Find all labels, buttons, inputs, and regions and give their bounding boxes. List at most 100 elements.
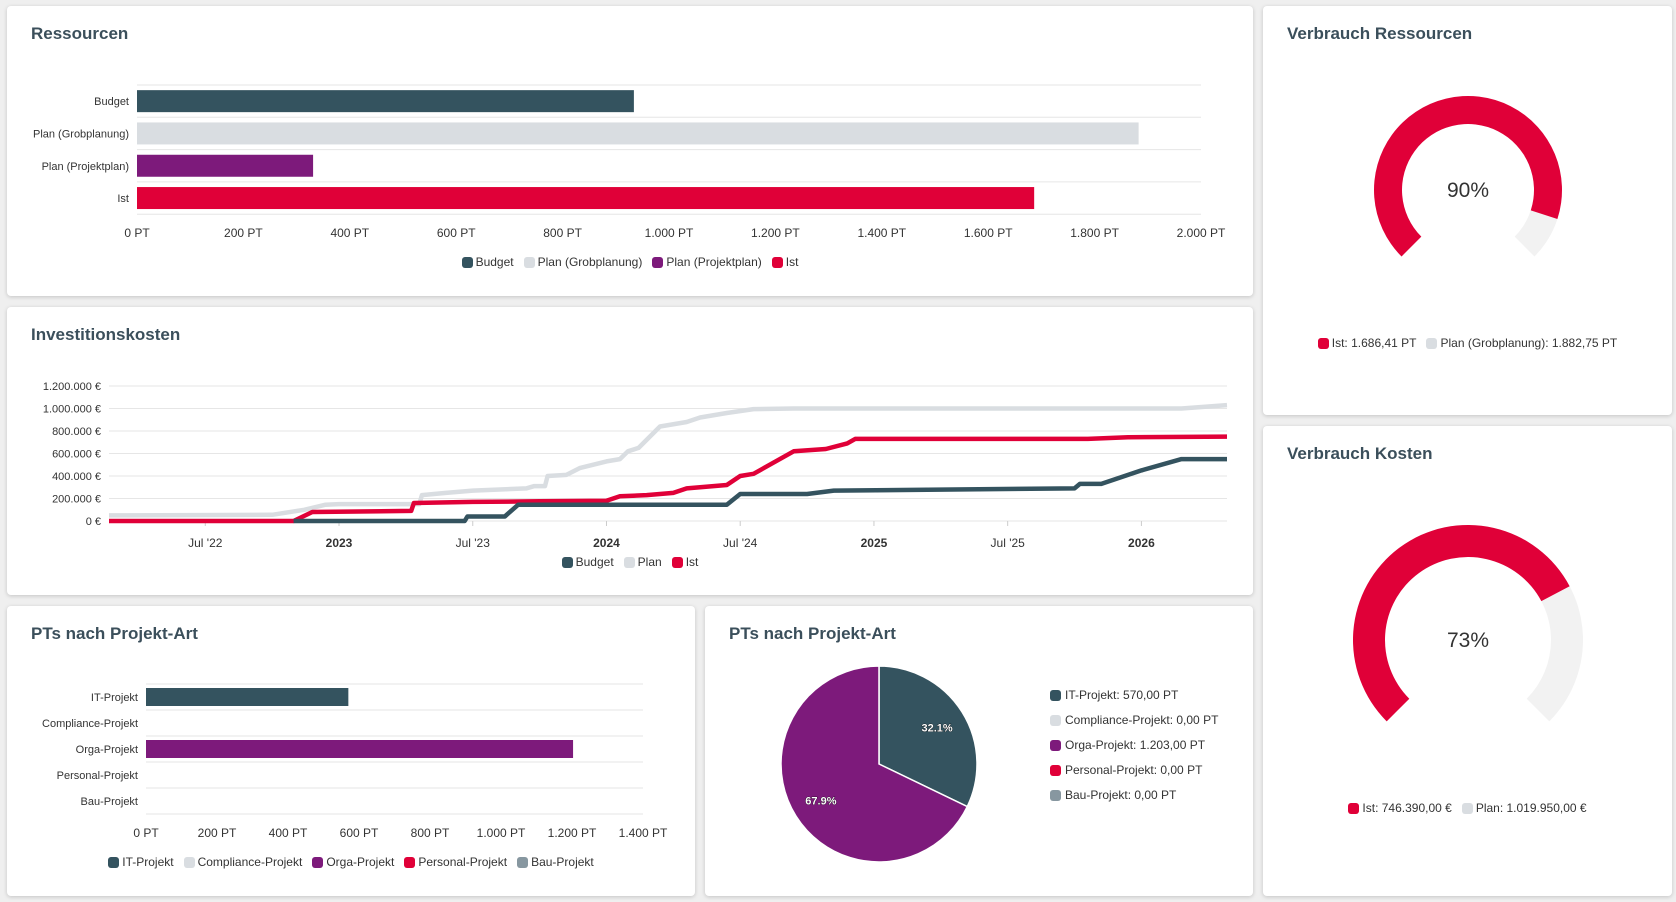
legend-swatch [183, 856, 195, 868]
ressourcen-card: Ressourcen 0 PT 200 PT 400 PT 600 PT 800 PT 1… [7, 6, 1253, 296]
card-title: Ressourcen [31, 24, 129, 43]
legend-item-budget[interactable]: Budget [461, 255, 514, 269]
legend-swatch [1050, 689, 1061, 701]
chart-legend: Budget Plan (Grobplanung) Plan (Projektp… [7, 255, 1253, 269]
legend-swatch [404, 856, 416, 868]
legend-item-plan-projektplan[interactable]: Plan (Projektplan) [652, 255, 762, 269]
x-tick-label: 800 PT [411, 826, 450, 840]
legend-swatch [1348, 802, 1360, 814]
legend-swatch [561, 556, 573, 568]
x-tick-label: Jul '23 [456, 536, 491, 550]
legend-swatch [671, 556, 683, 568]
category-label: Plan (Grobplanung) [33, 128, 129, 140]
bar-ist [137, 187, 1035, 210]
legend-item-plan-grobplanung[interactable]: Plan (Grobplanung) [523, 255, 643, 269]
legend-item-plan[interactable]: Plan [623, 555, 662, 569]
x-tick-label: 2024 [593, 536, 620, 550]
gauge-value: 73% [1447, 629, 1489, 652]
category-label: Personal-Projekt [57, 770, 138, 782]
legend-label: Orga-Projekt [326, 855, 395, 869]
legend-swatch [1050, 714, 1061, 726]
legend-item-ist[interactable]: Ist: 746.390,00 € [1348, 801, 1452, 815]
legend-item-compliance-projekt[interactable]: Compliance-Projekt: 0,00 PT [1050, 713, 1218, 727]
legend-item-bau-projekt[interactable]: Bau-Projekt: 0,00 PT [1050, 788, 1176, 802]
verbrauch-kosten-gauge: 73% [1353, 524, 1583, 722]
card-title: PTs nach Projekt-Art [729, 624, 896, 643]
x-tick-label: 200 PT [224, 226, 263, 240]
gauge-legend: Ist: 746.390,00 € Plan: 1.019.950,00 € [1263, 801, 1672, 815]
category-label: Orga-Projekt [76, 744, 138, 756]
legend-swatch [1050, 739, 1061, 751]
verbrauch-kosten-card: Verbrauch Kosten 73% Ist: 746.390,00 € P… [1263, 426, 1672, 896]
legend-label: Plan (Grobplanung) [537, 255, 643, 269]
y-tick-label: 600.000 € [52, 449, 101, 461]
category-label: Ist [117, 193, 129, 205]
category-label: Bau-Projekt [81, 796, 138, 808]
legend-swatch [652, 256, 664, 268]
x-tick-label: 600 PT [340, 826, 379, 840]
legend-label: Plan (Grobplanung): 1.882,75 PT [1440, 336, 1618, 350]
pie-slice-orga-projekt [780, 665, 969, 863]
legend-item-plan[interactable]: Plan (Grobplanung): 1.882,75 PT [1426, 336, 1617, 350]
y-tick-label: 1.200.000 € [43, 381, 101, 393]
x-tick-label: 0 PT [133, 826, 159, 840]
x-tick-label: 1.400 PT [619, 826, 668, 840]
legend-item-orga-projekt[interactable]: Orga-Projekt [312, 855, 394, 869]
x-tick-label: 1.600 PT [964, 226, 1013, 240]
legend-item-compliance-projekt[interactable]: Compliance-Projekt [183, 855, 303, 869]
card-title: PTs nach Projekt-Art [31, 624, 198, 643]
x-tick-label: 2023 [326, 536, 353, 550]
pie-slice-it-projekt [878, 665, 978, 808]
x-tick-label: 1.000 PT [477, 826, 526, 840]
pts-projekt-art-pie-chart: 32.1% 67.9% [780, 665, 978, 863]
legend-item-bau-projekt[interactable]: Bau-Projekt [517, 855, 594, 869]
legend-swatch [1050, 789, 1061, 801]
legend-item-ist[interactable]: Ist [771, 255, 799, 269]
x-tick-label: 200 PT [198, 826, 237, 840]
card-title: Investitionskosten [31, 325, 181, 344]
chart-legend: Budget Plan Ist [7, 555, 1253, 569]
legend-swatch [623, 556, 635, 568]
legend-label: Plan (Projektplan) [666, 255, 762, 269]
x-tick-label: Jul '22 [188, 536, 223, 550]
legend-label: Plan [637, 555, 662, 569]
series-line-budget [293, 456, 1227, 524]
legend-label: Personal-Projekt: 0,00 PT [1065, 763, 1203, 777]
legend-label: Ist [785, 255, 799, 269]
category-label: Plan (Projektplan) [42, 161, 129, 173]
legend-item-personal-projekt[interactable]: Personal-Projekt [404, 855, 507, 869]
x-tick-label: 1.200 PT [751, 226, 800, 240]
pie-slice-label: 32.1% [921, 723, 952, 735]
pts-projekt-art-pie-card: PTs nach Projekt-Art 32.1% 67.9% IT-Proje… [705, 606, 1253, 896]
series-line-ist [109, 434, 1228, 524]
legend-item-orga-projekt[interactable]: Orga-Projekt: 1.203,00 PT [1050, 738, 1205, 752]
bar-it-projekt [146, 688, 349, 706]
legend-item-it-projekt[interactable]: IT-Projekt: 570,00 PT [1050, 688, 1178, 702]
x-tick-label: Jul '25 [991, 536, 1026, 550]
legend-item-budget[interactable]: Budget [561, 555, 614, 569]
y-tick-label: 200.000 € [52, 494, 101, 506]
verbrauch-ressourcen-card: Verbrauch Ressourcen 90% Ist: 1.686,41 P… [1263, 6, 1672, 415]
legend-label: Compliance-Projekt [197, 855, 303, 869]
legend-swatch [312, 856, 324, 868]
legend-label: IT-Projekt [122, 855, 174, 869]
legend-item-ist[interactable]: Ist: 1.686,41 PT [1317, 336, 1417, 350]
chart-legend: IT-Projekt Compliance-Projekt Orga-Proje… [7, 855, 695, 869]
gauge-legend: Ist: 1.686,41 PT Plan (Grobplanung): 1.8… [1263, 336, 1672, 350]
legend-item-ist[interactable]: Ist [671, 555, 698, 569]
legend-label: Compliance-Projekt: 0,00 PT [1065, 713, 1219, 727]
pts-projekt-art-bar-chart: 0 PT 200 PT 400 PT 600 PT 800 PT 1.000 PT 1.20… [42, 683, 668, 840]
legend-item-it-projekt[interactable]: IT-Projekt [108, 855, 174, 869]
x-tick-label: 800 PT [543, 226, 582, 240]
x-tick-label: 400 PT [269, 826, 308, 840]
legend-item-plan[interactable]: Plan: 1.019.950,00 € [1461, 801, 1587, 815]
legend-swatch [108, 856, 120, 868]
legend-label: Ist: 1.686,41 PT [1331, 336, 1417, 350]
x-tick-label: 400 PT [330, 226, 369, 240]
legend-item-personal-projekt[interactable]: Personal-Projekt: 0,00 PT [1050, 763, 1202, 777]
x-tick-label: Jul '24 [723, 536, 758, 550]
gauge-fill [1374, 95, 1562, 257]
pie-slice-label: 67.9% [805, 795, 836, 807]
legend-swatch [1461, 802, 1473, 814]
legend-swatch [1050, 764, 1061, 776]
